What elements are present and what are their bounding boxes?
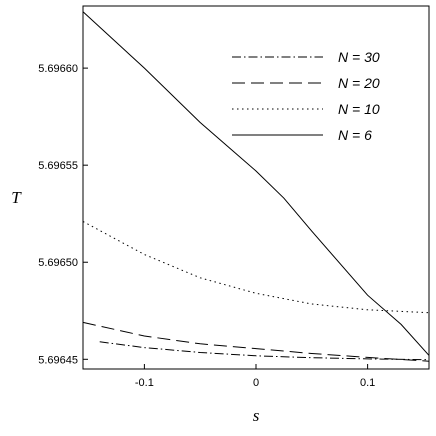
legend-label-2: N = 10 bbox=[338, 101, 380, 117]
tick-layer: -0.1 0 0.1 5.69645 5.69650 5.69655 5.69660 bbox=[38, 63, 375, 389]
series-line-2 bbox=[82, 221, 430, 314]
x-tick-label: 0 bbox=[253, 377, 259, 389]
legend-label-0: N = 30 bbox=[338, 49, 380, 65]
series-layer bbox=[82, 11, 430, 362]
y-tick-label: 5.69645 bbox=[38, 354, 78, 366]
y-tick-label: 5.69660 bbox=[38, 63, 78, 75]
x-tick-label: -0.1 bbox=[135, 377, 154, 389]
y-tick-label: 5.69655 bbox=[38, 160, 78, 172]
x-tick-label: 0.1 bbox=[360, 377, 375, 389]
legend: N = 30 N = 20 N = 10 N = 6 bbox=[232, 49, 380, 143]
x-axis-title: s bbox=[253, 406, 260, 425]
series-line-1 bbox=[82, 321, 430, 362]
y-tick-label: 5.69650 bbox=[38, 257, 78, 269]
legend-label-1: N = 20 bbox=[338, 75, 380, 91]
legend-label-3: N = 6 bbox=[338, 127, 372, 143]
series-line-3 bbox=[82, 11, 430, 356]
series-line-0 bbox=[99, 341, 430, 361]
y-axis-title: T bbox=[11, 188, 22, 207]
